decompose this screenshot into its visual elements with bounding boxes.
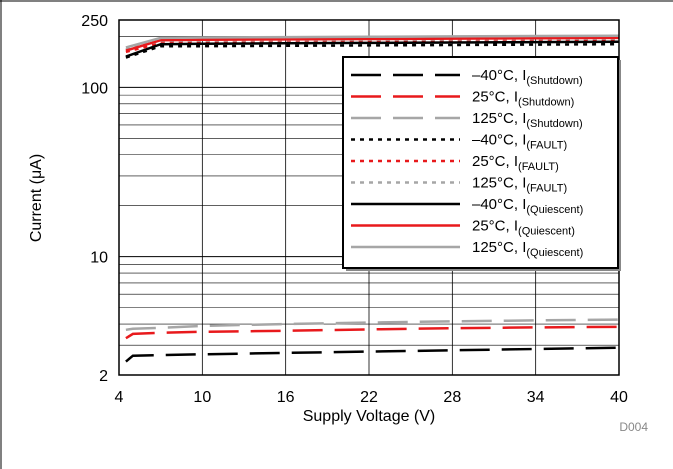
x-tick-label: 16 (277, 389, 295, 406)
x-tick-label: 10 (193, 389, 211, 406)
x-tick-labels: 4 10 16 22 28 34 40 (115, 389, 628, 406)
legend-label-main: –40°C, I (472, 196, 526, 213)
y-axis-title-part-2: μ (28, 170, 45, 179)
x-tick-label: 28 (443, 389, 461, 406)
legend-label-main: –40°C, I (472, 67, 526, 84)
legend: –40°C, I(Shutdown)25°C, I(Shutdown)125°C… (342, 56, 621, 271)
series-line-1 (125, 346, 620, 363)
legend-label-subscript: (Quiescent) (526, 247, 583, 259)
legend-label-main: –40°C, I (472, 132, 526, 149)
legend-label-subscript: (Quiescent) (526, 204, 583, 216)
x-tick-label: 40 (610, 389, 628, 406)
series-line-2 (125, 325, 620, 340)
legend-label-main: 125°C, I (472, 239, 526, 256)
legend-label: 25°C, I(Quiescent) (472, 218, 575, 238)
y-tick-label: 250 (81, 13, 108, 30)
series-lines (125, 34, 620, 363)
y-tick-label: 2 (99, 368, 108, 385)
x-axis-title: Supply Voltage (V) (303, 408, 436, 425)
x-tick-label: 22 (360, 389, 378, 406)
legend-label: –40°C, I(Quiescent) (472, 196, 583, 216)
y-axis-title-part-3: A) (28, 154, 45, 170)
legend-label-subscript: (Shutdown) (518, 97, 574, 109)
legend-label: 125°C, I(Shutdown) (472, 110, 583, 130)
legend-label-subscript: (Quiescent) (518, 226, 575, 238)
legend-label-subscript: (Shutdown) (526, 118, 582, 130)
legend-label-main: 125°C, I (472, 175, 526, 192)
legend-label: 125°C, I(FAULT) (472, 175, 567, 195)
series-line-9 (125, 34, 620, 49)
legend-label-main: 25°C, I (472, 218, 518, 235)
legend-label: 25°C, I(FAULT) (472, 153, 559, 173)
y-tick-label: 100 (81, 80, 108, 97)
x-tick-label: 4 (115, 389, 124, 406)
legend-label-subscript: (Shutdown) (526, 75, 582, 87)
legend-label-main: 25°C, I (472, 89, 518, 106)
y-tick-labels: 2 10 100 250 (81, 13, 108, 385)
x-tick-label: 34 (527, 389, 545, 406)
legend-label: 125°C, I(Quiescent) (472, 239, 583, 259)
y-axis-title-part-1: Current ( (28, 178, 45, 242)
legend-label-subscript: (FAULT) (518, 161, 559, 173)
series-line-4 (125, 42, 620, 59)
series-line-3 (125, 318, 620, 332)
figure-code: D004 (619, 420, 648, 434)
y-axis-title: Current (μA) (28, 154, 45, 242)
legend-label-subscript: (FAULT) (526, 183, 567, 195)
legend-label-main: 25°C, I (472, 153, 518, 170)
y-tick-label: 10 (90, 250, 108, 267)
legend-label-main: 125°C, I (472, 110, 526, 127)
legend-label-subscript: (FAULT) (526, 140, 567, 152)
series-line-7 (125, 40, 620, 58)
legend-label: –40°C, I(Shutdown) (472, 67, 583, 87)
series-line-8 (125, 36, 620, 52)
legend-label: 25°C, I(Shutdown) (472, 89, 574, 109)
legend-label: –40°C, I(FAULT) (472, 132, 567, 152)
legend-box (342, 56, 619, 269)
